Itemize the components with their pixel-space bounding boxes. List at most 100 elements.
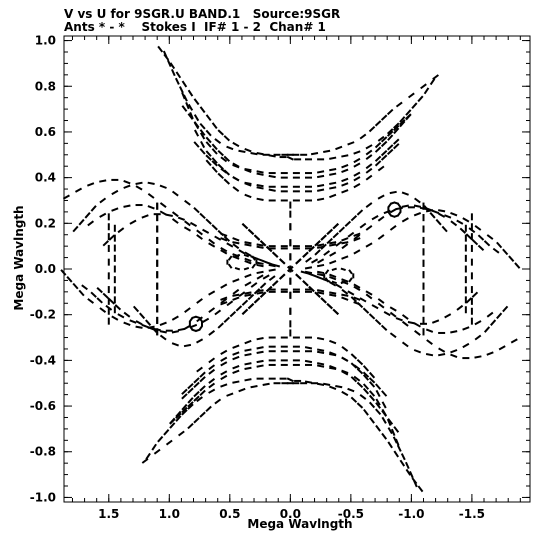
uv-mark — [232, 351, 240, 356]
uv-mark — [316, 362, 325, 366]
uv-mark — [123, 321, 131, 326]
uv-mark — [108, 234, 116, 241]
uv-mark — [359, 297, 367, 303]
uv-mark — [232, 380, 240, 384]
uv-mark — [220, 349, 228, 355]
uv-mark — [256, 346, 264, 350]
uv-mark — [199, 385, 206, 392]
uv-mark — [329, 193, 337, 199]
uv-mark — [232, 241, 240, 245]
uv-mark — [350, 215, 358, 222]
uv-mark — [380, 136, 388, 143]
uv-mark — [374, 160, 382, 167]
uv-mark — [78, 218, 85, 226]
uv-mark — [214, 138, 222, 144]
uv-mark — [235, 305, 243, 312]
uv-mark — [184, 307, 191, 314]
uv-mark — [193, 417, 200, 424]
uv-mark — [232, 141, 240, 148]
uv-mark — [347, 387, 355, 393]
uv-mark — [329, 251, 337, 257]
uv-mark — [163, 53, 170, 61]
uv-mark — [99, 307, 107, 314]
uv-mark — [362, 387, 370, 395]
uv-mark — [193, 98, 200, 106]
uv-mark — [353, 150, 361, 155]
uv-mark — [187, 401, 194, 408]
uv-mark — [193, 121, 200, 128]
uv-mark — [96, 287, 103, 294]
uv-mark — [238, 149, 246, 153]
uv-mark — [265, 245, 273, 253]
uv-mark — [316, 337, 325, 341]
uv-mark — [171, 211, 179, 218]
uv-mark — [208, 378, 216, 384]
uv-mark — [377, 194, 385, 200]
uv-mark — [335, 385, 343, 389]
y-axis-label: Mega Wavlngth — [12, 205, 26, 310]
uv-mark — [405, 461, 410, 470]
uv-mark — [374, 146, 382, 153]
uv-mark — [344, 220, 352, 228]
uv-mark — [256, 291, 264, 295]
uv-mark — [193, 141, 200, 148]
uv-mark — [87, 182, 95, 187]
uv-mark — [310, 152, 319, 156]
uv-mark — [287, 265, 294, 273]
uv-mark — [374, 141, 382, 149]
uv-mark — [375, 402, 382, 409]
uv-mark — [244, 241, 252, 245]
uv-mark — [393, 143, 400, 150]
uv-mark — [393, 122, 400, 129]
uv-mark — [211, 160, 218, 167]
uv-mark — [477, 234, 485, 241]
uv-mark — [399, 116, 406, 123]
uv-mark — [196, 338, 204, 344]
uv-mark — [217, 129, 224, 136]
uv-mark — [368, 125, 376, 133]
uv-mark — [151, 443, 157, 451]
uv-mark — [171, 315, 179, 321]
uv-mark — [381, 416, 387, 424]
uv-mark — [181, 105, 188, 112]
uv-mark — [429, 78, 436, 86]
uv-mark — [102, 240, 109, 247]
x-axis-label: Mega Wavlngth — [247, 517, 352, 531]
uv-mark — [241, 308, 249, 315]
uv-mark — [256, 270, 264, 275]
uv-mark — [365, 154, 373, 160]
uv-mark — [96, 297, 103, 304]
uv-mark — [331, 280, 337, 285]
uv-mark — [332, 308, 339, 315]
uv-mark — [356, 381, 364, 389]
uv-mark — [365, 242, 373, 248]
uv-mark — [356, 402, 364, 409]
uv-mark — [496, 241, 503, 249]
uv-mark — [368, 401, 376, 409]
uv-mark — [250, 282, 258, 288]
uv-mark — [268, 154, 276, 158]
uv-mark — [383, 310, 391, 317]
uv-mark — [326, 237, 333, 245]
uv-mark — [329, 241, 337, 245]
uv-mark — [371, 304, 379, 310]
plot-subtitle: Ants * - * Stokes I IF# 1 - 2 Chan# 1 — [64, 20, 326, 34]
plot-title: V vs U for 9SGR.U BAND.1 Source:9SGR — [64, 7, 341, 21]
uv-mark — [188, 325, 194, 331]
uv-mark — [123, 204, 131, 208]
uv-mark — [374, 120, 382, 127]
uv-mark — [187, 113, 194, 120]
uv-mark — [338, 226, 346, 233]
uv-mark — [380, 149, 388, 157]
uv-mark — [132, 305, 140, 313]
uv-mark — [386, 108, 394, 116]
uv-mark — [196, 396, 203, 403]
uv-mark — [262, 274, 270, 280]
uv-mark — [456, 304, 464, 311]
x-tick-label: -1.0 — [398, 507, 424, 521]
uv-mark — [87, 298, 95, 304]
uv-mark — [177, 216, 186, 221]
uv-mark — [474, 334, 482, 341]
uv-mark — [324, 277, 330, 283]
uv-mark — [429, 212, 436, 219]
